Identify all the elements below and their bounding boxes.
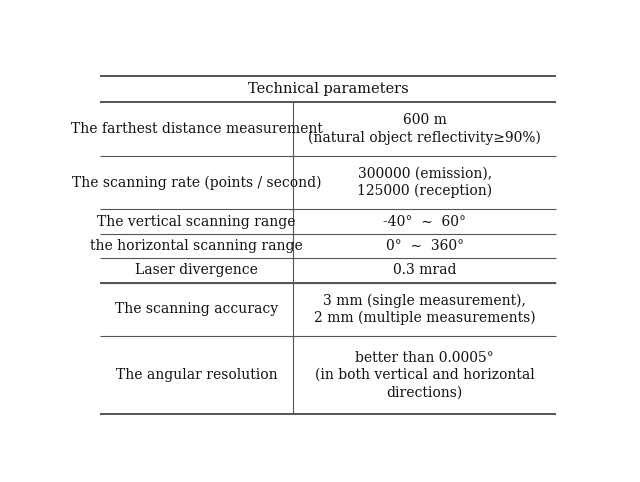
Text: The scanning accuracy: The scanning accuracy (115, 302, 278, 316)
Text: -40°  ∼  60°: -40° ∼ 60° (383, 214, 466, 228)
Text: Technical parameters: Technical parameters (248, 82, 408, 96)
Text: The scanning rate (points / second): The scanning rate (points / second) (72, 175, 321, 190)
Text: better than 0.0005°: better than 0.0005° (355, 351, 494, 365)
Text: 3 mm (single measurement),: 3 mm (single measurement), (323, 294, 526, 308)
Text: directions): directions) (387, 385, 463, 399)
Text: 600 m: 600 m (403, 113, 447, 127)
Text: 300000 (emission),: 300000 (emission), (358, 167, 492, 181)
Text: The angular resolution: The angular resolution (116, 368, 277, 382)
Text: 0.3 mrad: 0.3 mrad (393, 263, 456, 277)
Text: the horizontal scanning range: the horizontal scanning range (90, 239, 303, 253)
Text: The farthest distance measurement: The farthest distance measurement (70, 122, 323, 136)
Text: 125000 (reception): 125000 (reception) (357, 184, 492, 199)
Text: (in both vertical and horizontal: (in both vertical and horizontal (315, 368, 534, 382)
Text: (natural object reflectivity≥90%): (natural object reflectivity≥90%) (308, 131, 541, 145)
Text: The vertical scanning range: The vertical scanning range (97, 214, 296, 228)
Text: Laser divergence: Laser divergence (135, 263, 258, 277)
Text: 0°  ∼  360°: 0° ∼ 360° (386, 239, 464, 253)
Text: 2 mm (multiple measurements): 2 mm (multiple measurements) (314, 311, 536, 325)
